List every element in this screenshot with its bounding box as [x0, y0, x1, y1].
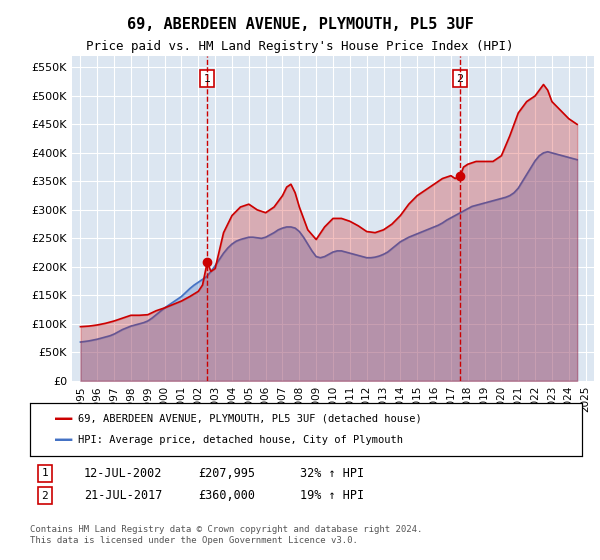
Text: Contains HM Land Registry data © Crown copyright and database right 2024.
This d: Contains HM Land Registry data © Crown c… [30, 525, 422, 545]
Text: 12-JUL-2002: 12-JUL-2002 [84, 466, 163, 480]
Text: 32% ↑ HPI: 32% ↑ HPI [300, 466, 364, 480]
Text: 69, ABERDEEN AVENUE, PLYMOUTH, PL5 3UF (detached house): 69, ABERDEEN AVENUE, PLYMOUTH, PL5 3UF (… [78, 414, 422, 424]
Text: 1: 1 [204, 74, 211, 84]
Text: £207,995: £207,995 [198, 466, 255, 480]
Text: 19% ↑ HPI: 19% ↑ HPI [300, 489, 364, 502]
Text: —: — [54, 409, 73, 428]
Text: 1: 1 [41, 468, 49, 478]
Text: Price paid vs. HM Land Registry's House Price Index (HPI): Price paid vs. HM Land Registry's House … [86, 40, 514, 53]
Text: 69, ABERDEEN AVENUE, PLYMOUTH, PL5 3UF: 69, ABERDEEN AVENUE, PLYMOUTH, PL5 3UF [127, 17, 473, 32]
Text: 2: 2 [457, 74, 464, 84]
Text: £360,000: £360,000 [198, 489, 255, 502]
Text: —: — [54, 430, 73, 449]
Text: 21-JUL-2017: 21-JUL-2017 [84, 489, 163, 502]
Text: HPI: Average price, detached house, City of Plymouth: HPI: Average price, detached house, City… [78, 435, 403, 445]
Text: 2: 2 [41, 491, 49, 501]
